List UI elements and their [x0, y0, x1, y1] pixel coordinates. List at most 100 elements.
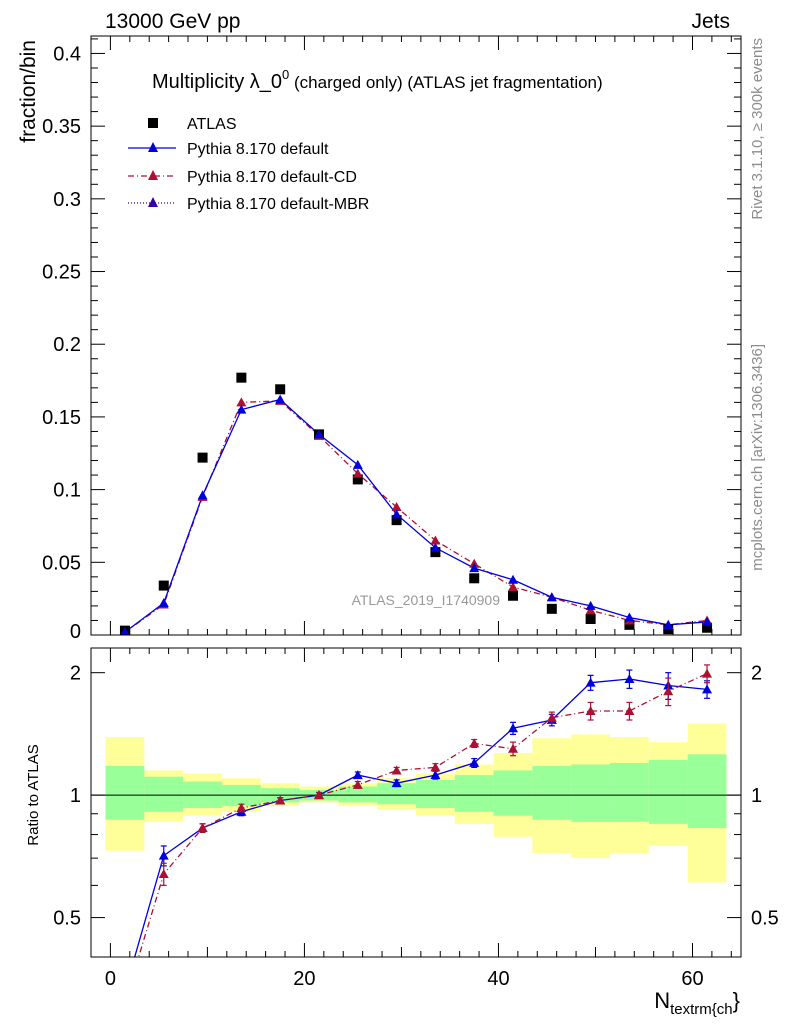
- legend-label-mbr: Pythia 8.170 default-MBR: [187, 196, 369, 213]
- mc-point-default: [352, 459, 363, 469]
- ratio-point-default: [391, 778, 402, 788]
- atlas-point: [352, 474, 363, 485]
- ratio-point-default: [702, 684, 713, 694]
- ratio-point-cd: [702, 668, 713, 678]
- atlas-point: [430, 547, 441, 558]
- upper-frame: [90, 35, 742, 636]
- atlas-point: [275, 384, 286, 395]
- upper-y-tick-label: 0.05: [42, 552, 81, 574]
- atlas-point: [158, 580, 169, 591]
- upper-y-tick-label: 0.4: [53, 43, 81, 65]
- atlas-point: [702, 622, 713, 633]
- x-tick-label: 20: [293, 968, 315, 990]
- atlas-point: [663, 624, 674, 635]
- band-inner-bin: [571, 764, 611, 822]
- mc-line-cd: [124, 400, 708, 633]
- ratio-line-cd: [137, 672, 708, 957]
- atlas-point: [236, 372, 247, 383]
- mc-point-default: [469, 563, 480, 573]
- mc-point-default: [430, 542, 441, 552]
- mc-point-default: [663, 619, 674, 629]
- ratio-point-default: [120, 986, 130, 995]
- mc-point-cd: [391, 502, 402, 512]
- ratio-point-cd: [391, 765, 402, 775]
- lower-panel: 0 20 40 60 0.5 0.5 1 1 2 2: [53, 647, 779, 995]
- ratio-point-default: [469, 757, 480, 767]
- ratio-point-cd: [158, 868, 169, 878]
- mc-point-default: [120, 627, 130, 635]
- band-inner-bin: [493, 770, 533, 816]
- legend: ATLAS Pythia 8.170 default Pythia 8.170 …: [128, 116, 369, 213]
- lower-y-tick-label: 2: [70, 663, 81, 685]
- lower-y-tick-label: 0.5: [53, 908, 81, 930]
- lower-y-tick-label-right: 2: [751, 663, 762, 685]
- band-inner-bin: [610, 762, 649, 822]
- atlas-point: [197, 452, 208, 463]
- watermark: ATLAS_2019_I1740909: [352, 592, 501, 608]
- upper-panel: 0 0.05 0.1 0.15 0.2 0.25 0.3 0.35 0.4: [42, 35, 742, 643]
- ratio-point-cd: [430, 762, 441, 772]
- legend-marker-atlas: [148, 118, 158, 128]
- upper-title: Multiplicity λ_00 (charged only) (ATLAS …: [152, 67, 603, 93]
- upper-y-tick-label: 0.15: [42, 407, 81, 429]
- x-tick-label: 40: [487, 968, 509, 990]
- ratio-point-cd: [352, 779, 363, 789]
- upper-y-tick-label: 0.25: [42, 262, 81, 284]
- ratio-point-cd: [197, 823, 208, 833]
- mc-point-default: [197, 490, 208, 500]
- mc-point-cd: [236, 397, 247, 407]
- upper-y-tick-label: 0.35: [42, 116, 81, 138]
- xlabel-tail: }: [733, 988, 740, 1013]
- lower-y-tick-label-right: 1: [751, 785, 762, 807]
- mc-point-default: [158, 598, 169, 608]
- ratio-line-default: [134, 678, 708, 957]
- side-label-bottom: mcplots.cern.ch [arXiv:1306.3436]: [749, 344, 766, 571]
- band-inner-bin: [532, 765, 572, 820]
- legend-marker-cd: [148, 170, 158, 180]
- mc-point-default: [702, 616, 713, 626]
- xlabel: Ntextrm{ch}: [654, 988, 740, 1018]
- band-inner-bin: [454, 775, 494, 812]
- ratio-point-cd: [585, 706, 596, 716]
- mc-point-default: [391, 509, 402, 519]
- atlas-point: [391, 515, 402, 526]
- mc-point-default: [236, 404, 247, 414]
- upper-y-tick-label: 0.3: [53, 189, 81, 211]
- band-inner-bin: [416, 779, 455, 808]
- band-inner-bin: [338, 786, 378, 803]
- ratio-point-cd: [236, 802, 247, 812]
- header-right: Jets: [691, 10, 730, 33]
- lower-plot-area: [91, 664, 741, 995]
- lower-y-tick-label-right: 0.5: [751, 908, 779, 930]
- atlas-point: [585, 614, 596, 625]
- mc-point-default: [313, 429, 324, 439]
- atlas-point: [546, 603, 557, 614]
- band-inner-bin: [105, 765, 145, 820]
- xlabel-sub: textrm{ch: [670, 1001, 733, 1018]
- upper-y-tick-label: 0: [70, 621, 81, 643]
- mc-point-default: [275, 394, 286, 404]
- upper-ylabel: fraction/bin: [17, 40, 40, 143]
- ratio-point-cd: [624, 706, 635, 716]
- lower-frame: [90, 647, 742, 958]
- upper-y-tick-label: 0.1: [53, 480, 81, 502]
- legend-marker-mbr: [148, 197, 158, 207]
- atlas-point: [624, 619, 635, 630]
- header-left: 13000 GeV pp: [105, 10, 240, 33]
- mc-point-cd: [352, 468, 363, 478]
- ratio-point-default: [508, 723, 519, 733]
- x-tick-label: 60: [681, 968, 703, 990]
- mc-point-default: [624, 612, 635, 622]
- ratio-point-cd: [469, 738, 480, 748]
- ratio-point-default: [585, 677, 596, 687]
- title-rest: (charged only) (ATLAS jet fragmentation): [289, 73, 602, 92]
- mc-point-default: [585, 600, 596, 610]
- ratio-point-default: [430, 770, 441, 780]
- ratio-point-default: [352, 770, 363, 780]
- title-sup: 0: [282, 67, 289, 82]
- title-main: Multiplicity λ_0: [152, 71, 282, 93]
- legend-label-cd: Pythia 8.170 default-CD: [187, 169, 357, 186]
- ratio-point-default: [158, 850, 169, 860]
- mc-point-default: [546, 592, 557, 602]
